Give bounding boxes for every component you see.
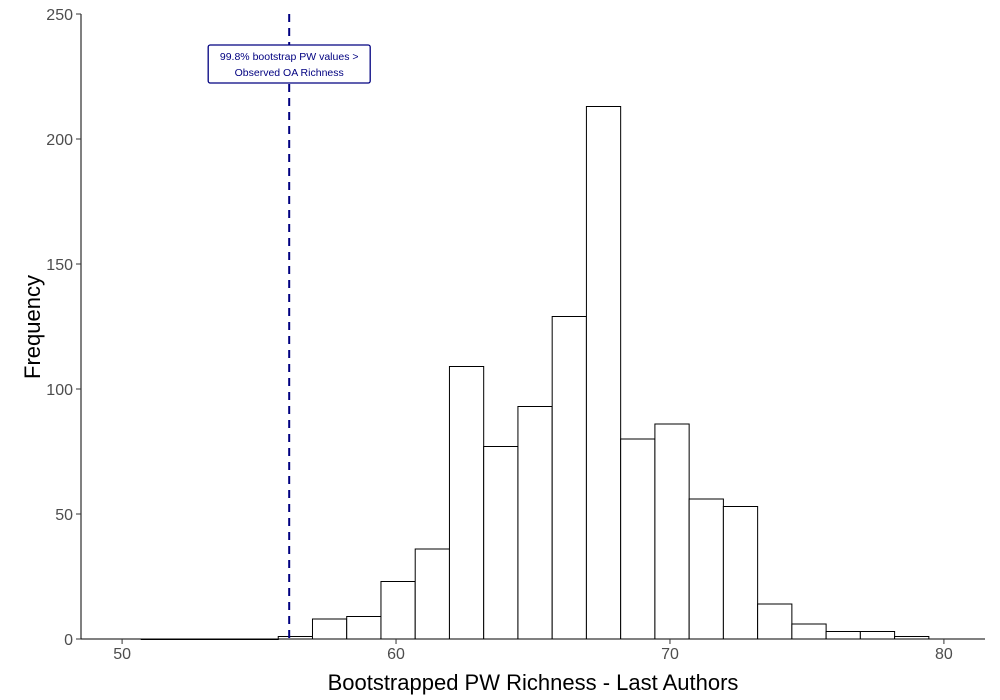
histogram-bar: [483, 446, 519, 640]
histogram-bar: [859, 631, 896, 640]
histogram-bar: [551, 316, 587, 640]
annotation-text: 99.8% bootstrap PW values >: [220, 51, 359, 63]
histogram-bar: [414, 548, 450, 640]
x-axis-title: Bootstrapped PW Richness - Last Authors: [328, 670, 739, 695]
y-tick-label: 50: [55, 507, 73, 524]
x-tick-label: 80: [935, 646, 953, 663]
y-tick-label: 250: [46, 7, 73, 24]
histogram-bar: [722, 506, 759, 640]
histogram-bar: [380, 581, 416, 640]
y-tick-label: 0: [64, 632, 73, 649]
y-axis-title: Frequency: [20, 275, 45, 379]
annotation-box-border: [207, 44, 371, 84]
y-tick-label: 150: [46, 257, 73, 274]
histogram-bar: [757, 603, 793, 640]
y-tick-label: 200: [46, 132, 73, 149]
histogram-bar: [688, 498, 724, 640]
histogram-bar: [311, 618, 348, 640]
x-tick-label: 50: [113, 646, 131, 663]
histogram-bars: [140, 106, 930, 640]
x-tick-label: 60: [387, 646, 405, 663]
histogram-bar: [517, 406, 553, 640]
x-tick-label: 70: [661, 646, 679, 663]
x-axis-ticks: 50 60 70 80: [113, 639, 953, 663]
annotation-box: 99.8% bootstrap PW values > Observed OA R…: [207, 44, 371, 84]
annotation-text: Observed OA Richness: [235, 67, 344, 79]
y-axis-ticks: 0 50 100 150 200 250: [46, 7, 81, 649]
histogram-bar: [654, 423, 690, 640]
histogram-bar: [791, 623, 827, 640]
histogram-bar: [585, 106, 622, 640]
histogram-bar: [448, 366, 485, 640]
y-tick-label: 100: [46, 382, 73, 399]
histogram-bar: [825, 631, 861, 640]
histogram-bar: [346, 616, 382, 640]
histogram-bar: [620, 438, 656, 640]
